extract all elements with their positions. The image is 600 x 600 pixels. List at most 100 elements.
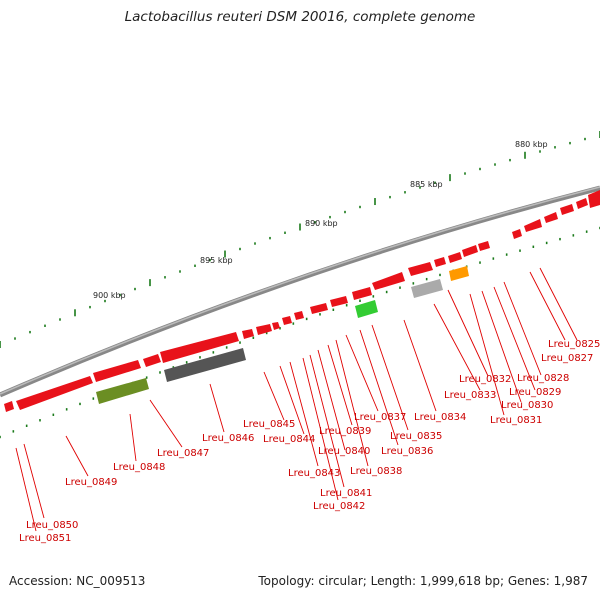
scale-tick — [25, 424, 28, 427]
gene-arrow — [462, 245, 478, 257]
genome-backbone-highlight — [0, 186, 600, 395]
scale-tick — [194, 264, 196, 267]
gene-label: Lreu_0850 — [26, 520, 78, 531]
genome-backbone — [0, 185, 600, 398]
scale-tick — [584, 137, 586, 141]
gene-label: Lreu_0834 — [414, 412, 466, 423]
gene-label: Lreu_0837 — [354, 412, 406, 423]
gene-label: Lreu_0843 — [288, 468, 340, 479]
gene-label: Lreu_0836 — [381, 446, 433, 457]
gene-arrow — [524, 219, 542, 232]
scale-tick — [345, 304, 348, 307]
scale-tick — [212, 351, 215, 354]
gene-label: Lreu_0849 — [65, 477, 117, 488]
scale-tick — [199, 356, 201, 359]
scale-tick — [419, 186, 421, 189]
scale-tick — [545, 241, 548, 245]
scale-tick — [389, 195, 391, 199]
scale-tick — [284, 231, 286, 234]
gene-label: Lreu_0838 — [350, 466, 402, 477]
scale-tick — [239, 341, 241, 344]
scale-tick — [12, 430, 15, 433]
gene-label: Lreu_0848 — [113, 462, 165, 473]
scale-tick — [572, 234, 575, 237]
gene-label: Lreu_0841 — [320, 488, 372, 499]
scale-tick — [265, 331, 268, 335]
kbp-label-900: 900 kbp — [93, 291, 126, 300]
scale-tick — [0, 341, 1, 348]
kbp-label-880: 880 kbp — [515, 140, 548, 149]
gene-arrow — [310, 303, 328, 314]
scale-tick — [119, 293, 121, 297]
scale-tick — [359, 205, 361, 209]
scale-tick — [92, 397, 95, 400]
feature-green — [355, 300, 378, 318]
scale-tick — [374, 198, 376, 206]
gene-label: Lreu_0829 — [509, 387, 561, 398]
scale-tick — [159, 371, 161, 374]
accession-text: Accession: NC_009513 — [9, 574, 146, 588]
gene-label: Lreu_0845 — [243, 419, 295, 430]
gene-arrow — [588, 190, 600, 208]
scale-tick — [209, 258, 211, 262]
scale-tick — [179, 270, 181, 273]
feature-orange — [449, 266, 469, 281]
scale-tick — [539, 150, 541, 153]
scale-tick — [79, 402, 81, 406]
scale-tick — [439, 273, 441, 277]
scale-tick — [404, 191, 406, 194]
kbp-label-895: 895 kbp — [200, 256, 233, 265]
scale-tick — [314, 221, 316, 224]
gene-label: Lreu_0832 — [459, 374, 511, 385]
gene-leader-lines — [15, 267, 578, 532]
gene-arrow — [372, 272, 405, 290]
gene-label: Lreu_0830 — [501, 400, 553, 411]
scale-tick — [292, 322, 295, 325]
scale-tick — [492, 257, 495, 260]
scale-tick — [252, 336, 255, 339]
scale-tick — [344, 210, 346, 214]
scale-tick — [509, 158, 511, 162]
gene-label: Lreu_0840 — [318, 446, 370, 457]
scale-tick — [254, 242, 256, 245]
scale-tick — [359, 299, 361, 302]
gene-arrow — [294, 311, 304, 320]
gene-arrow — [478, 241, 490, 251]
gene-label: Lreu_0842 — [313, 501, 365, 512]
scale-tick — [399, 286, 401, 289]
gene-label: Lreu_0846 — [202, 433, 254, 444]
scale-tick — [225, 346, 228, 349]
map-title: Lactobacillus reuteri DSM 20016, complet… — [124, 9, 476, 25]
gene-arrow — [160, 332, 239, 363]
scale-tick — [29, 330, 31, 334]
scale-tick — [319, 313, 321, 316]
scale-tick — [134, 287, 136, 291]
scale-tick — [65, 408, 68, 411]
gene-arrow — [434, 257, 446, 267]
scale-tick — [59, 318, 61, 321]
scale-tick — [44, 324, 46, 327]
scale-tick — [52, 413, 55, 416]
scale-tick — [385, 290, 388, 294]
scale-tick — [559, 237, 561, 241]
scale-tick — [145, 376, 148, 379]
scale-tick — [329, 215, 331, 219]
scale-tick — [494, 163, 496, 166]
gene-label: Lreu_0831 — [490, 415, 542, 426]
scale-tick — [479, 167, 481, 171]
scale-tick — [464, 172, 466, 175]
gene-label: Lreu_0828 — [517, 373, 569, 384]
gene-label: Lreu_0835 — [390, 431, 442, 442]
scale-tick — [569, 141, 571, 145]
scale-tick — [279, 327, 281, 330]
gene-arrow — [4, 401, 14, 412]
feature-light-gray — [411, 279, 443, 298]
gene-arrow — [16, 376, 93, 410]
gene-label: Lreu_0844 — [263, 434, 315, 445]
scale-tick — [554, 146, 556, 149]
scale-tick — [505, 253, 508, 256]
gene-label: Lreu_0825 — [548, 339, 600, 350]
kbp-label-890: 890 kbp — [305, 219, 338, 228]
gene-arrow — [576, 198, 588, 209]
gene-arrow — [242, 329, 254, 339]
